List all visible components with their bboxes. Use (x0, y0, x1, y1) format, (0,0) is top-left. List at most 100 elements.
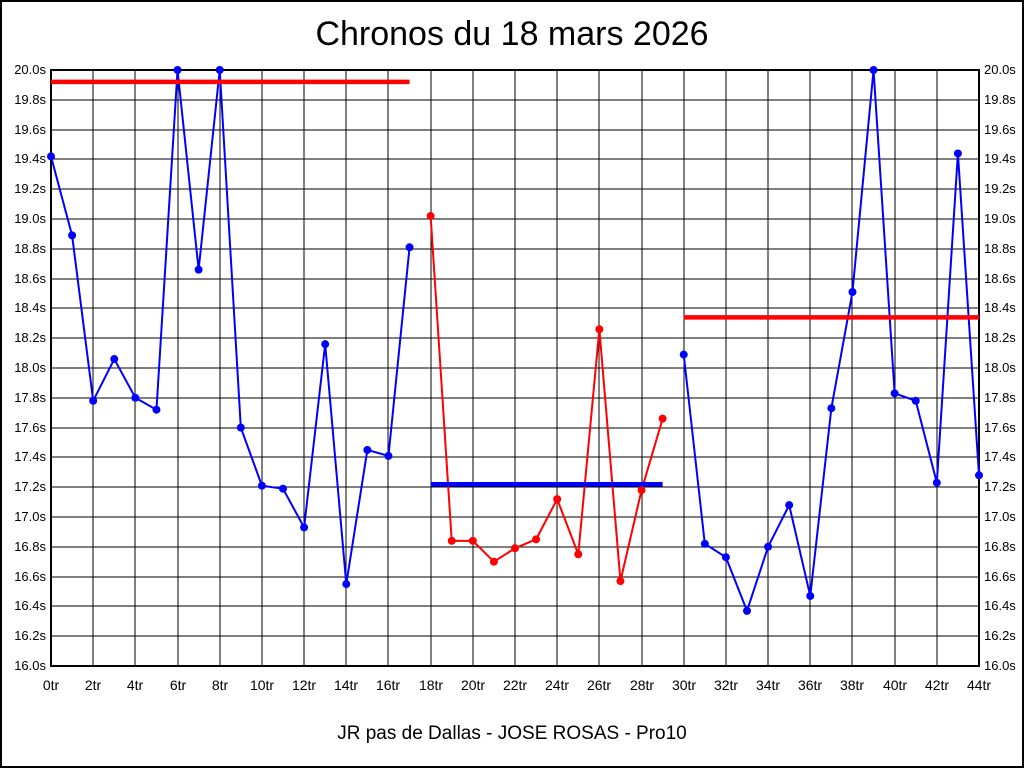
series-line-segment-1-blue (50, 69, 411, 586)
y-tick-label-right: 18.4s (984, 300, 1016, 315)
data-point-segment-1-blue (342, 580, 351, 589)
data-point-segment-2-red (553, 495, 562, 504)
y-tick-label-right: 16.6s (984, 569, 1016, 584)
data-point-segment-1-blue (279, 484, 287, 493)
data-point-segment-1-blue (257, 481, 266, 490)
plot-border (50, 69, 980, 667)
y-tick-label-right: 17.6s (984, 420, 1016, 435)
y-tick-label-right: 18.0s (984, 360, 1016, 375)
y-tick-label-left: 16.2s (14, 628, 46, 643)
y-tick-label-left: 17.8s (14, 390, 46, 405)
x-tick-label: 30tr (672, 677, 696, 693)
x-tick-label: 32tr (714, 677, 738, 693)
y-tick-label-left: 16.8s (14, 539, 46, 554)
y-tick-label-left: 16.0s (14, 658, 46, 673)
data-point-segment-1-blue (173, 66, 182, 74)
x-tick-label: 28tr (630, 677, 654, 693)
x-tick-label: 8tr (212, 677, 229, 693)
data-point-segment-2-red (574, 550, 583, 559)
data-point-segment-3-blue (806, 591, 815, 600)
x-tick-label: 26tr (587, 677, 611, 693)
y-tick-label-right: 17.2s (984, 479, 1016, 494)
data-point-segment-2-red (658, 414, 667, 423)
x-tick-label: 0tr (43, 677, 60, 693)
data-point-segment-3-blue (785, 501, 794, 510)
y-tick-label-left: 18.4s (14, 300, 46, 315)
y-tick-label-right: 16.2s (984, 628, 1016, 643)
y-tick-label-right: 19.2s (984, 181, 1016, 196)
y-tick-label-left: 20.0s (14, 62, 46, 77)
data-point-segment-2-red (468, 536, 477, 545)
data-point-segment-1-blue (384, 451, 393, 460)
y-tick-label-left: 19.0s (14, 211, 46, 226)
data-point-segment-3-blue (679, 350, 688, 359)
data-point-segment-3-blue (975, 471, 983, 480)
data-point-segment-3-blue (953, 149, 962, 158)
data-point-segment-1-blue (152, 405, 161, 414)
data-point-segment-2-red (447, 536, 456, 545)
series-line-segment-2-red (429, 215, 664, 583)
data-point-segment-1-blue (215, 66, 224, 74)
y-tick-label-left: 19.6s (14, 122, 46, 137)
y-tick-label-left: 19.2s (14, 181, 46, 196)
y-tick-label-left: 17.2s (14, 479, 46, 494)
data-point-segment-2-red (637, 486, 646, 495)
x-tick-label: 38tr (840, 677, 864, 693)
y-tick-label-left: 19.4s (14, 151, 46, 166)
x-tick-label: 24tr (545, 677, 569, 693)
data-point-segment-1-blue (68, 231, 77, 240)
y-tick-label-right: 16.8s (984, 539, 1016, 554)
data-point-segment-2-red (616, 577, 625, 586)
y-tick-label-right: 19.0s (984, 211, 1016, 226)
y-tick-label-right: 16.4s (984, 598, 1016, 613)
x-tick-label: 12tr (292, 677, 316, 693)
data-point-segment-1-blue (47, 152, 55, 161)
data-point-segment-3-blue (700, 539, 709, 548)
data-point-segment-3-blue (911, 396, 920, 405)
x-tick-label: 2tr (85, 677, 102, 693)
x-tick-label: 14tr (334, 677, 358, 693)
data-point-segment-1-blue (300, 523, 309, 532)
data-point-segment-3-blue (848, 288, 857, 297)
data-point-segment-1-blue (405, 243, 414, 252)
y-tick-label-left: 18.8s (14, 241, 46, 256)
y-tick-label-right: 18.6s (984, 271, 1016, 286)
data-point-segment-1-blue (236, 423, 245, 432)
y-tick-label-right: 19.4s (984, 151, 1016, 166)
chart-title: Chronos du 18 mars 2026 (315, 15, 709, 53)
data-point-segment-1-blue (89, 396, 98, 405)
y-tick-label-left: 17.0s (14, 509, 46, 524)
y-tick-label-right: 17.8s (984, 390, 1016, 405)
x-tick-label: 4tr (127, 677, 144, 693)
chart-footer: JR pas de Dallas - JOSE ROSAS - Pro10 (337, 723, 687, 744)
y-tick-label-left: 16.6s (14, 569, 46, 584)
data-point-segment-3-blue (827, 404, 836, 413)
y-tick-label-left: 18.2s (14, 330, 46, 345)
x-tick-label: 20tr (461, 677, 485, 693)
data-point-segment-1-blue (363, 445, 372, 454)
data-point-segment-1-blue (131, 393, 140, 402)
x-tick-label: 6tr (170, 677, 187, 693)
data-point-segment-3-blue (890, 389, 899, 398)
data-point-segment-2-red (532, 535, 541, 544)
y-tick-label-left: 16.4s (14, 598, 46, 613)
x-tick-label: 22tr (503, 677, 527, 693)
x-tick-label: 40tr (883, 677, 907, 693)
x-tick-label: 34tr (756, 677, 780, 693)
data-point-segment-1-blue (194, 265, 203, 274)
y-tick-label-right: 17.0s (984, 509, 1016, 524)
data-point-segment-3-blue (869, 66, 878, 74)
y-tick-label-right: 20.0s (984, 62, 1016, 77)
data-point-segment-1-blue (321, 340, 330, 349)
data-point-segment-3-blue (932, 478, 941, 487)
y-tick-label-right: 18.8s (984, 241, 1016, 256)
data-point-segment-2-red (426, 212, 435, 221)
data-point-segment-3-blue (764, 542, 773, 551)
x-tick-label: 10tr (250, 677, 274, 693)
data-point-segment-2-red (489, 557, 498, 566)
y-tick-label-right: 19.8s (984, 92, 1016, 107)
data-point-segment-2-red (511, 544, 519, 553)
y-tick-label-right: 16.0s (984, 658, 1016, 673)
